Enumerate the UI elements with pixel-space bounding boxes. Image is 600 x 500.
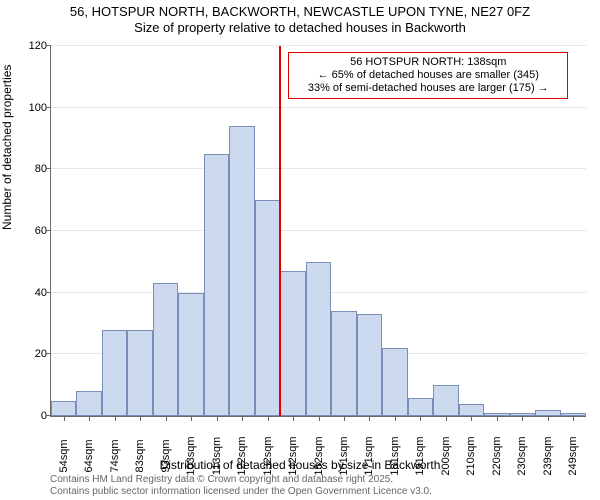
y-tick-mark: [46, 230, 51, 231]
x-tick-mark: [191, 416, 192, 421]
histogram-bar: [153, 283, 178, 416]
x-tick-mark: [369, 416, 370, 421]
x-tick-mark: [64, 416, 65, 421]
y-tick-label: 80: [17, 163, 47, 175]
title-line1: 56, HOTSPUR NORTH, BACKWORTH, NEWCASTLE …: [70, 4, 530, 19]
x-tick-mark: [573, 416, 574, 421]
y-tick-label: 40: [17, 287, 47, 299]
attribution-line1: Contains HM Land Registry data © Crown c…: [50, 474, 393, 485]
y-tick-mark: [46, 107, 51, 108]
x-tick-mark: [89, 416, 90, 421]
histogram-bar: [408, 398, 433, 417]
chart-title: 56, HOTSPUR NORTH, BACKWORTH, NEWCASTLE …: [0, 4, 600, 36]
marker-line: [279, 46, 281, 416]
gridline: [51, 45, 586, 46]
x-tick-mark: [395, 416, 396, 421]
x-tick-mark: [446, 416, 447, 421]
title-line2: Size of property relative to detached ho…: [134, 20, 466, 35]
x-tick-mark: [420, 416, 421, 421]
y-tick-mark: [46, 353, 51, 354]
x-tick-mark: [497, 416, 498, 421]
histogram-bar: [76, 391, 101, 416]
y-tick-label: 20: [17, 348, 47, 360]
x-tick-mark: [471, 416, 472, 421]
y-tick-label: 120: [17, 40, 47, 52]
histogram-bar: [280, 271, 305, 416]
histogram-bar: [102, 330, 127, 416]
callout-line2: ← 65% of detached houses are smaller (34…: [295, 69, 561, 82]
attribution-text: Contains HM Land Registry data © Crown c…: [50, 474, 432, 498]
x-tick-mark: [268, 416, 269, 421]
y-tick-mark: [46, 45, 51, 46]
histogram-bar: [204, 154, 229, 416]
histogram-bar: [178, 293, 203, 416]
histogram-bar: [127, 330, 152, 416]
x-tick-mark: [548, 416, 549, 421]
histogram-bar: [255, 200, 280, 416]
x-axis-label: Distribution of detached houses by size …: [0, 458, 600, 472]
x-tick-mark: [140, 416, 141, 421]
gridline: [51, 168, 586, 169]
y-tick-label: 0: [17, 410, 47, 422]
x-tick-mark: [319, 416, 320, 421]
attribution-line2: Contains public sector information licen…: [50, 486, 432, 497]
x-tick-mark: [115, 416, 116, 421]
y-tick-label: 100: [17, 102, 47, 114]
x-tick-mark: [217, 416, 218, 421]
plot-area: 02040608010012054sqm64sqm74sqm83sqm93sqm…: [50, 46, 586, 417]
callout-line1: 56 HOTSPUR NORTH: 138sqm: [295, 56, 561, 69]
callout-line3: 33% of semi-detached houses are larger (…: [295, 82, 561, 95]
histogram-bar: [229, 126, 254, 416]
y-tick-mark: [46, 168, 51, 169]
callout-box: 56 HOTSPUR NORTH: 138sqm← 65% of detache…: [288, 52, 568, 99]
histogram-bar: [357, 314, 382, 416]
gridline: [51, 230, 586, 231]
gridline: [51, 107, 586, 108]
histogram-chart: 56, HOTSPUR NORTH, BACKWORTH, NEWCASTLE …: [0, 0, 600, 500]
histogram-bar: [51, 401, 76, 416]
x-tick-mark: [344, 416, 345, 421]
x-tick-mark: [242, 416, 243, 421]
histogram-bar: [382, 348, 407, 416]
histogram-bar: [459, 404, 484, 416]
y-tick-mark: [46, 292, 51, 293]
y-axis-label: Number of detached properties: [0, 65, 14, 230]
histogram-bar: [306, 262, 331, 416]
x-tick-mark: [293, 416, 294, 421]
histogram-bar: [433, 385, 458, 416]
x-tick-mark: [166, 416, 167, 421]
y-tick-label: 60: [17, 225, 47, 237]
x-tick-mark: [522, 416, 523, 421]
histogram-bar: [331, 311, 356, 416]
